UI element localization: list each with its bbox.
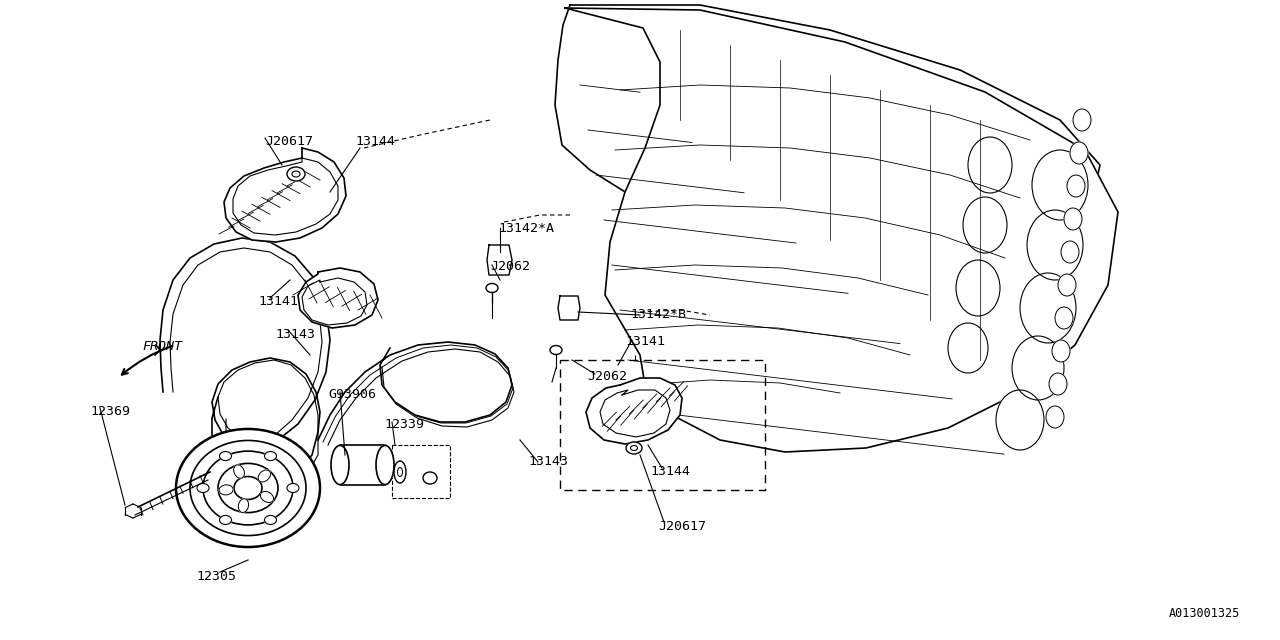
Ellipse shape <box>1032 150 1088 220</box>
Ellipse shape <box>265 452 276 461</box>
Text: 13141: 13141 <box>259 295 298 308</box>
Ellipse shape <box>1059 274 1076 296</box>
Text: 12339: 12339 <box>384 418 424 431</box>
Ellipse shape <box>1027 210 1083 280</box>
Ellipse shape <box>996 390 1044 450</box>
Ellipse shape <box>259 470 270 482</box>
Polygon shape <box>486 245 512 275</box>
Text: J2062: J2062 <box>588 370 627 383</box>
Ellipse shape <box>189 440 306 536</box>
Polygon shape <box>556 5 1100 280</box>
Text: 13144: 13144 <box>355 135 396 148</box>
Ellipse shape <box>1070 142 1088 164</box>
Ellipse shape <box>287 167 305 181</box>
Text: 13143: 13143 <box>529 455 568 468</box>
Text: 13143: 13143 <box>275 328 315 341</box>
Ellipse shape <box>234 465 244 478</box>
Polygon shape <box>298 268 378 328</box>
Text: 12369: 12369 <box>90 405 131 418</box>
Ellipse shape <box>394 461 406 483</box>
Text: J20617: J20617 <box>658 520 707 533</box>
Text: 12305: 12305 <box>196 570 236 583</box>
Ellipse shape <box>376 445 394 484</box>
Ellipse shape <box>963 197 1007 253</box>
Ellipse shape <box>1055 307 1073 329</box>
Polygon shape <box>586 378 682 444</box>
Ellipse shape <box>219 515 232 524</box>
Ellipse shape <box>948 323 988 373</box>
Ellipse shape <box>1068 175 1085 197</box>
Ellipse shape <box>287 483 300 493</box>
Ellipse shape <box>1061 241 1079 263</box>
Ellipse shape <box>238 499 248 513</box>
Text: 13144: 13144 <box>650 465 690 478</box>
Text: A013001325: A013001325 <box>1169 607 1240 620</box>
Ellipse shape <box>219 452 232 461</box>
Ellipse shape <box>550 346 562 355</box>
Text: G93906: G93906 <box>328 388 376 401</box>
Text: 13141: 13141 <box>625 335 666 348</box>
Ellipse shape <box>422 472 436 484</box>
Ellipse shape <box>626 442 643 454</box>
Ellipse shape <box>968 137 1012 193</box>
Text: FRONT: FRONT <box>142 340 182 353</box>
Ellipse shape <box>261 492 274 502</box>
Text: 13142*A: 13142*A <box>498 222 554 235</box>
Ellipse shape <box>234 477 262 499</box>
Ellipse shape <box>631 445 637 451</box>
Polygon shape <box>224 148 346 242</box>
Ellipse shape <box>956 260 1000 316</box>
Ellipse shape <box>486 284 498 292</box>
Ellipse shape <box>1073 109 1091 131</box>
Polygon shape <box>558 296 580 320</box>
Ellipse shape <box>1052 340 1070 362</box>
Ellipse shape <box>177 429 320 547</box>
Ellipse shape <box>204 451 293 525</box>
Ellipse shape <box>332 445 349 484</box>
Ellipse shape <box>398 467 402 477</box>
Ellipse shape <box>219 485 233 495</box>
Ellipse shape <box>1012 336 1064 400</box>
Text: J2062: J2062 <box>490 260 530 273</box>
Ellipse shape <box>218 463 278 513</box>
Ellipse shape <box>1020 273 1076 343</box>
Text: J20617: J20617 <box>265 135 314 148</box>
Ellipse shape <box>265 515 276 524</box>
Ellipse shape <box>292 171 300 177</box>
Ellipse shape <box>1050 373 1068 395</box>
Polygon shape <box>340 445 385 484</box>
Ellipse shape <box>1046 406 1064 428</box>
Ellipse shape <box>197 483 209 493</box>
Ellipse shape <box>1064 208 1082 230</box>
Text: 13142*B: 13142*B <box>630 308 686 321</box>
Polygon shape <box>564 8 1117 452</box>
